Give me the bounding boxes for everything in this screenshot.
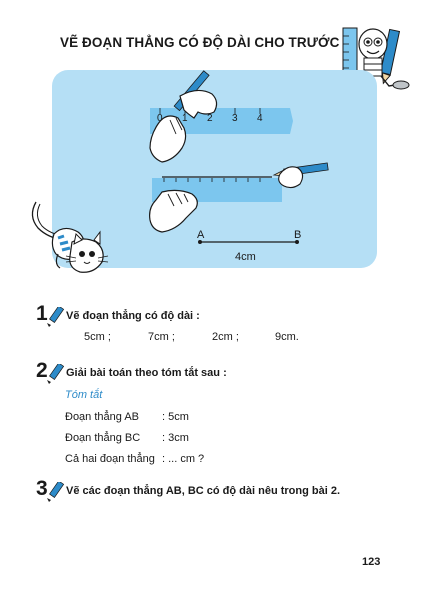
exercise-text: Vẽ các đoạn thẳng AB, BC có độ dài nêu t… bbox=[66, 485, 341, 497]
ruler-tick-label: 1 bbox=[182, 113, 188, 124]
length-value: 7cm ; bbox=[148, 331, 175, 343]
length-value: 9cm. bbox=[275, 331, 299, 343]
page-title: VẼ ĐOẠN THẲNG CÓ ĐỘ DÀI CHO TRƯỚC bbox=[60, 35, 340, 50]
segment-length-label: 4cm bbox=[235, 251, 256, 263]
exercise-number-badge: 1 bbox=[36, 302, 66, 328]
exercise-2: 2 Giải bài toán theo tóm tắt sau : bbox=[36, 359, 227, 385]
exercise-text: Giải bài toán theo tóm tắt sau : bbox=[66, 367, 227, 379]
exercise-number-badge: 2 bbox=[36, 359, 66, 385]
cat-icon bbox=[31, 201, 109, 273]
hand-pen-icon bbox=[272, 162, 329, 189]
exercise-number-badge: 3 bbox=[36, 477, 66, 503]
point-a-label: A bbox=[197, 229, 205, 241]
summary-label: Cả hai đoạn thẳng bbox=[65, 453, 155, 465]
page-number: 123 bbox=[362, 556, 381, 568]
exercise-3: 3 Vẽ các đoạn thẳng AB, BC có độ dài nêu… bbox=[36, 477, 341, 503]
ruler-tick-label: 2 bbox=[207, 113, 213, 124]
ruler-tick-label: 3 bbox=[232, 113, 238, 124]
point-b-label: B bbox=[294, 229, 302, 241]
exercise-text: Vẽ đoạn thẳng có độ dài : bbox=[66, 310, 200, 322]
pencil-icon bbox=[47, 482, 65, 502]
length-value: 5cm ; bbox=[84, 331, 111, 343]
summary-value: : 3cm bbox=[162, 432, 189, 444]
summary-label: Đoạn thẳng AB bbox=[65, 411, 140, 423]
ruler-tick-label: 0 bbox=[157, 113, 163, 124]
exercise-number: 1 bbox=[36, 302, 48, 325]
length-value: 2cm ; bbox=[212, 331, 239, 343]
exercise-number: 3 bbox=[36, 477, 48, 500]
exercise-1: 1 Vẽ đoạn thẳng có độ dài : bbox=[36, 302, 200, 328]
pencil-icon bbox=[47, 307, 65, 327]
summary-value: : 5cm bbox=[162, 411, 189, 423]
hand-holding-icon bbox=[149, 189, 198, 233]
summary-heading: Tóm tắt bbox=[65, 389, 103, 401]
ruler-tick-label: 4 bbox=[257, 113, 263, 124]
segment-ab bbox=[198, 240, 299, 244]
summary-value: : ... cm ? bbox=[162, 453, 205, 465]
exercise-number: 2 bbox=[36, 359, 48, 382]
pencil-icon bbox=[47, 364, 65, 384]
hand-writing-icon bbox=[149, 70, 218, 163]
summary-label: Đoạn thẳng BC bbox=[65, 432, 141, 444]
drawn-line bbox=[162, 176, 272, 178]
